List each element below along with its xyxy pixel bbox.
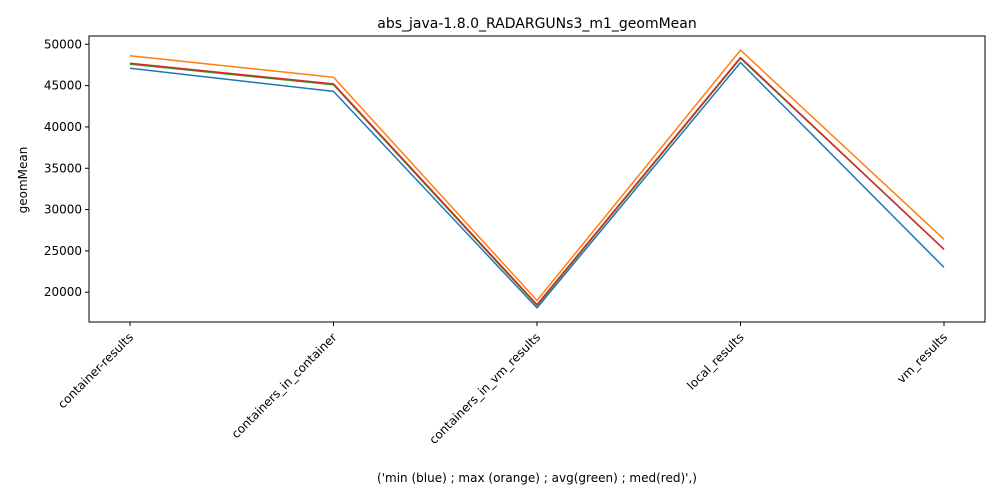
y-tick-label: 25000 [44,244,82,258]
series-line-0 [129,61,945,309]
y-axis: 20000 25000 30000 35000 40000 45000 50000 [44,37,89,299]
y-axis-title: geomMean [16,147,30,214]
x-axis: container-results containers_in_container… [55,322,950,447]
series-line-1 [129,49,945,302]
plot-area-frame [88,35,986,323]
x-tick-label: vm_results [894,330,950,386]
x-axis-title: ('min (blue) ; max (orange) ; avg(green)… [377,471,697,485]
x-tick-label: containers_in_vm_results [426,330,543,447]
x-tick-label: containers_in_container [229,330,340,441]
y-tick-label: 35000 [44,161,82,175]
series-line-2 [129,57,945,307]
y-tick-label: 50000 [44,37,82,51]
chart-title: abs_java-1.8.0_RADARGUNs3_m1_geomMean [377,16,697,32]
x-tick-label: container-results [55,330,136,411]
y-tick-label: 40000 [44,120,82,134]
x-tick-label: local_results [684,330,746,392]
series-line-3 [129,56,945,306]
y-tick-label: 45000 [44,79,82,93]
y-tick-label: 30000 [44,203,82,217]
y-tick-label: 20000 [44,285,82,299]
series-layer [129,49,945,309]
